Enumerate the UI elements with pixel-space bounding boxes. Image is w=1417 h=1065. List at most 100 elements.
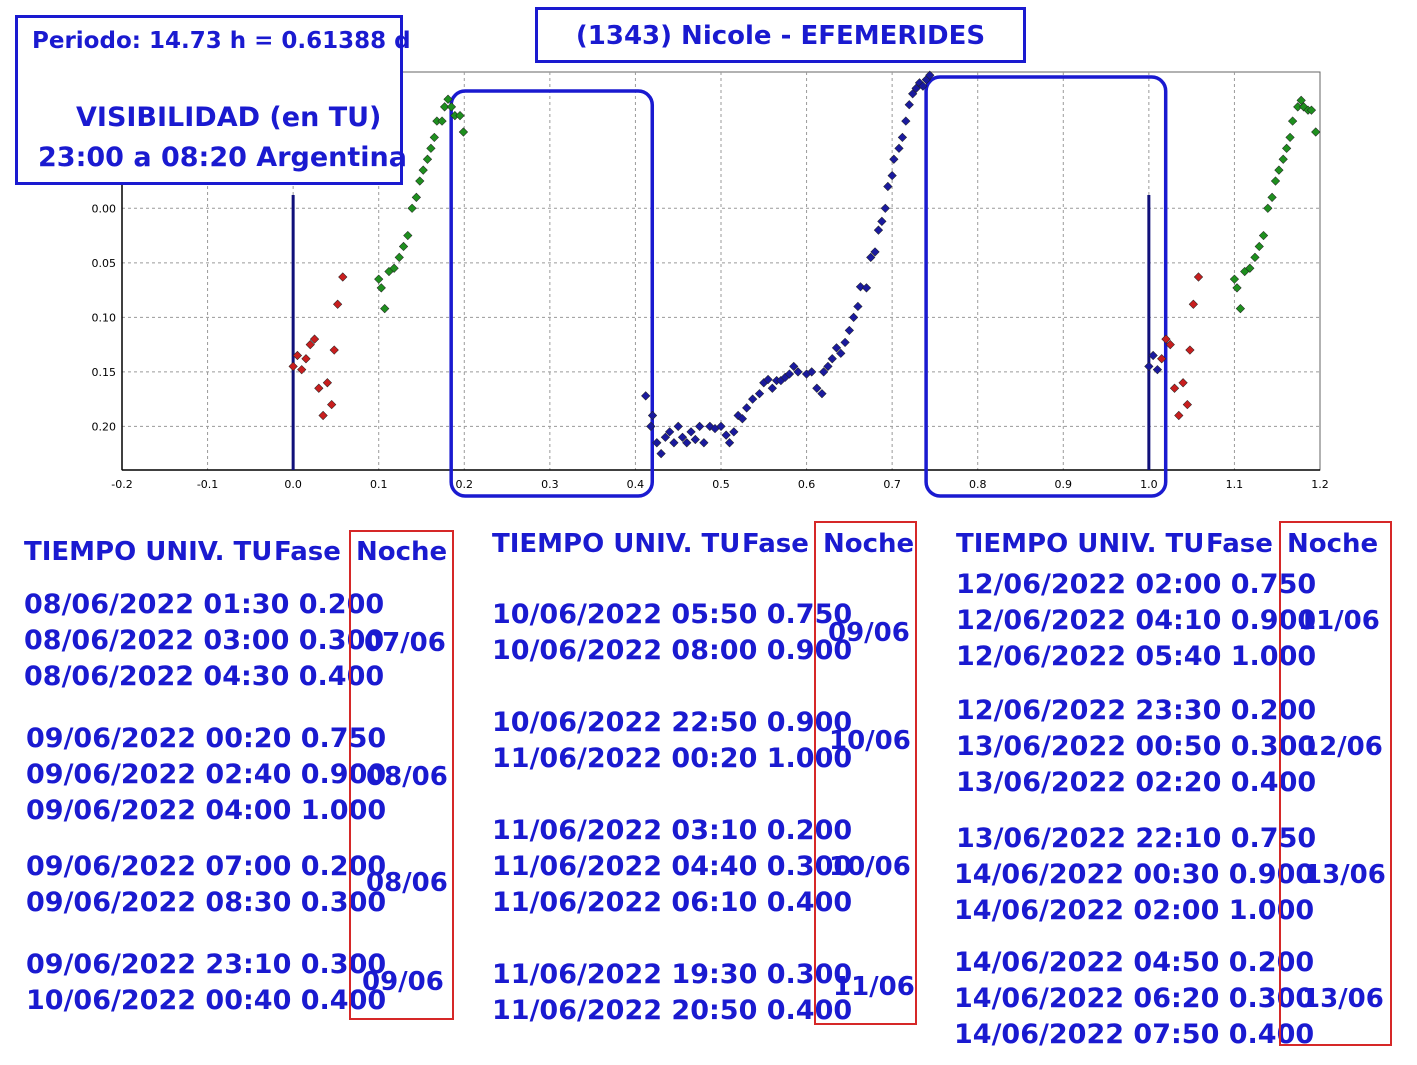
data-point [763,374,773,385]
data-point [1182,399,1192,410]
visibility-windows [449,75,1168,498]
night-column-box-1 [349,530,454,1020]
data-point [660,432,670,442]
x-tick-label: 0.8 [969,478,987,491]
data-point [695,421,705,431]
data-point [429,132,439,143]
data-point [443,94,453,104]
table-row: 14/06/2022 06:20 0.300 [954,983,1315,1014]
data-point [322,378,332,388]
data-point [407,203,417,213]
data-point [305,340,315,350]
table-row: 09/06/2022 04:00 1.000 [26,795,387,826]
table-row: 12/06/2022 05:40 1.000 [956,641,1317,672]
table-row: 14/06/2022 00:30 0.900 [954,859,1315,890]
x-tick-label: 0.6 [798,478,816,491]
data-point [673,421,683,431]
x-tick-label: 0.9 [1055,478,1073,491]
table-row: 09/06/2022 00:20 0.750 [26,723,387,754]
data-point [807,367,817,377]
data-point [877,216,887,226]
data-point [1185,345,1195,355]
table-row: 11/06/2022 04:40 0.300 [492,851,853,882]
table-row: 12/06/2022 02:00 0.750 [956,569,1317,600]
data-point [789,361,799,372]
table-row: 11/06/2022 00:20 1.000 [492,743,853,774]
data-point [418,165,428,175]
data-point [866,252,876,262]
data-point [647,410,658,421]
table-row: 11/06/2022 19:30 0.300 [492,959,853,990]
data-point [656,449,666,459]
visibility-window [449,89,655,498]
data-point [1157,354,1167,364]
data-point [301,354,311,364]
table-row: 09/06/2022 23:10 0.300 [26,949,387,980]
data-point [823,361,833,372]
table-row: 14/06/2022 02:00 1.000 [954,895,1315,926]
table-row: 09/06/2022 02:40 0.900 [26,759,387,790]
night-label: 10/06 [829,852,911,882]
x-tick-label: 0.5 [712,478,730,491]
y-tick-label: 0.15 [92,366,117,379]
data-point [748,394,758,404]
data-point [1254,241,1264,252]
table-row: 13/06/2022 00:50 0.300 [956,731,1317,762]
data-point [737,414,747,424]
data-point [432,116,442,126]
data-point [1306,105,1317,115]
data-point [1285,132,1295,143]
x-tick-label: 1.1 [1226,478,1244,491]
data-point [754,389,765,399]
y-tick-label: 0.05 [92,257,117,270]
data-point [1245,263,1255,273]
table-row: 14/06/2022 04:50 0.200 [954,947,1315,978]
data-point [721,430,731,440]
visibility-window [924,75,1168,498]
data-point [817,389,827,399]
info-box: Periodo: 14.73 h = 0.61388 d VISIBILIDAD… [15,15,411,185]
data-point [908,89,918,99]
data-point [446,102,457,112]
data-point [682,438,692,448]
night-column-box-2 [814,521,917,1025]
data-point [897,132,908,143]
data-point [767,383,777,393]
data-point [314,383,324,393]
chart-title: (1343) Nicole - EFEMERIDES [535,7,1026,63]
data-point [887,170,897,181]
data-point [1229,274,1240,284]
data-point [338,272,348,282]
night-column-box-3 [1279,521,1392,1046]
data-point [1148,350,1158,361]
data-point [1293,102,1303,112]
data-point [1165,340,1175,350]
header-phase: Fase [1206,529,1273,559]
data-point [836,348,846,358]
data-point [394,252,404,262]
data-point [437,116,447,126]
visibility-title: VISIBILIDAD (en TU) [76,102,382,133]
data-point [1278,154,1288,164]
data-point [918,81,928,91]
data-point [1282,143,1292,153]
night-label: 08/06 [366,762,448,792]
data-point [450,111,460,121]
data-point [1161,334,1171,344]
table-row: 08/06/2022 01:30 0.200 [24,589,385,620]
data-point [1152,365,1163,375]
table-row: 13/06/2022 02:20 0.400 [956,767,1317,798]
data-point [1311,127,1321,137]
data-point [853,301,863,312]
table-row: 10/06/2022 22:50 0.900 [492,707,853,738]
data-point [819,367,829,377]
x-tick-label: 1.2 [1311,478,1329,491]
night-label: 09/06 [828,618,910,648]
data-point [686,427,696,437]
header-night: Noche [1287,529,1379,559]
table-row: 09/06/2022 08:30 0.300 [26,887,387,918]
header-time: TIEMPO UNIV. TU [24,537,273,567]
chart-points [288,70,1321,459]
x-tick-label: 1.0 [1140,478,1158,491]
data-point [840,337,850,348]
